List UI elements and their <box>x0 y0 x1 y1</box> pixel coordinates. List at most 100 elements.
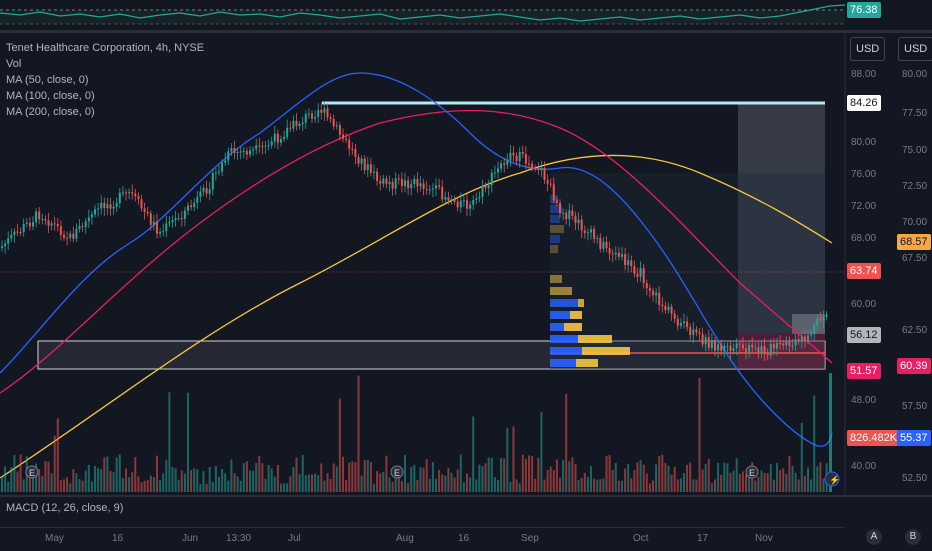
volume-bar <box>239 480 242 492</box>
candle-body <box>137 196 140 200</box>
auto-scale-button[interactable]: A <box>866 529 882 545</box>
volume-bar <box>118 454 121 492</box>
candle-body <box>822 316 825 321</box>
volume-bar <box>500 458 503 492</box>
candle-body <box>162 231 165 233</box>
main-chart-pane[interactable]: E E E ⚡ Tenet Healthcare Corporation, 4h… <box>0 33 932 495</box>
volume-bar <box>555 459 558 492</box>
candle-body <box>500 163 503 169</box>
ma100-legend[interactable]: MA (100, close, 0) <box>6 90 95 102</box>
volume-bar <box>689 462 692 492</box>
time-axis[interactable]: May 16 Jun 13:30 Jul Aug 16 Sep Oct 17 N… <box>0 527 845 551</box>
candle-body <box>803 336 806 341</box>
vol-legend[interactable]: Vol <box>6 58 22 70</box>
ma200-legend[interactable]: MA (200, close, 0) <box>6 106 95 118</box>
volume-bar <box>400 481 403 492</box>
candle-body <box>748 344 751 352</box>
volume-bar <box>416 479 419 492</box>
macd-legend[interactable]: MACD (12, 26, close, 9) <box>6 502 124 514</box>
macd-pane[interactable]: MACD (12, 26, close, 9) <box>0 497 845 527</box>
volume-bar <box>307 474 310 492</box>
volume-bar <box>493 477 496 492</box>
price-tick: 40.00 <box>851 461 877 472</box>
price-tick: 68.00 <box>851 233 877 244</box>
volume-bar <box>695 479 698 492</box>
candle-body <box>710 339 713 349</box>
volume-bar <box>453 477 456 492</box>
candle-body <box>360 158 363 164</box>
volume-bar <box>639 460 642 492</box>
candle-body <box>373 171 375 173</box>
candle-body <box>543 167 546 180</box>
candle-body <box>115 203 118 207</box>
volume-bar <box>549 466 552 492</box>
volume-bar <box>63 479 65 492</box>
volume-bar <box>190 470 193 492</box>
candle-body <box>227 151 230 161</box>
volume-bar <box>648 483 651 492</box>
volume-bar <box>267 465 270 492</box>
volume-bar <box>218 476 220 492</box>
candle-body <box>596 237 599 239</box>
candle-body <box>236 152 239 154</box>
candle-body <box>38 211 41 220</box>
volume-bar <box>53 435 56 492</box>
candle-body <box>404 180 406 187</box>
candle-body <box>286 127 289 137</box>
scale-mode-button[interactable]: B <box>905 529 921 545</box>
volume-bar <box>255 462 258 492</box>
volume-bar <box>196 469 199 492</box>
rsi-pane[interactable]: 76.38 <box>0 0 932 30</box>
chart-title-legend[interactable]: Tenet Healthcare Corporation, 4h, NYSE <box>6 42 205 54</box>
candle-body <box>345 138 348 140</box>
volume-bar <box>772 479 775 492</box>
volume-bar <box>152 477 155 492</box>
candle-body <box>224 160 227 163</box>
volume-bar <box>546 470 549 492</box>
candle-body <box>769 343 772 356</box>
candle-body <box>729 345 732 351</box>
volume-bar <box>438 469 441 492</box>
pane-separator[interactable] <box>0 30 932 33</box>
candle-body <box>797 339 800 341</box>
candle-body <box>304 114 307 123</box>
volume-bar <box>227 480 230 492</box>
candle-body <box>230 148 233 152</box>
candle-body <box>788 341 791 346</box>
volume-bar <box>41 476 44 492</box>
time-label: 17 <box>697 533 709 544</box>
currency-button-left[interactable]: USD <box>850 37 886 61</box>
ma50-legend[interactable]: MA (50, close, 0) <box>6 74 89 86</box>
candle-body <box>490 172 493 186</box>
ma200-line <box>0 154 833 479</box>
volume-bar <box>630 478 633 492</box>
volume-bar <box>354 462 357 492</box>
candle-body <box>174 218 177 221</box>
candles <box>1 101 828 361</box>
volume-bar <box>531 455 534 492</box>
volume-bar <box>726 463 729 492</box>
volume-bar <box>224 473 227 492</box>
volume-bar <box>1 476 3 492</box>
candle-body <box>53 223 56 225</box>
candle-body <box>497 168 499 173</box>
price-chart[interactable]: E E E ⚡ <box>0 33 932 495</box>
volume-bar <box>345 480 348 492</box>
volume-bar <box>366 459 369 492</box>
volume-bar <box>109 470 112 492</box>
volume-bar <box>748 476 751 492</box>
volume-bar <box>450 472 453 492</box>
candle-body <box>546 179 549 184</box>
volume-bar <box>673 466 676 492</box>
volume-bar <box>537 457 540 492</box>
candle-body <box>565 212 568 219</box>
currency-button-right[interactable]: USD <box>898 37 932 61</box>
volume-bar <box>431 461 434 492</box>
resistance-price-badge: 84.26 <box>847 95 881 111</box>
candle-body <box>636 273 639 277</box>
candle-body <box>791 345 794 347</box>
volume-bar <box>264 478 267 492</box>
volume-bar <box>106 456 109 492</box>
candle-body <box>692 329 695 336</box>
pane-separator[interactable] <box>0 495 932 497</box>
